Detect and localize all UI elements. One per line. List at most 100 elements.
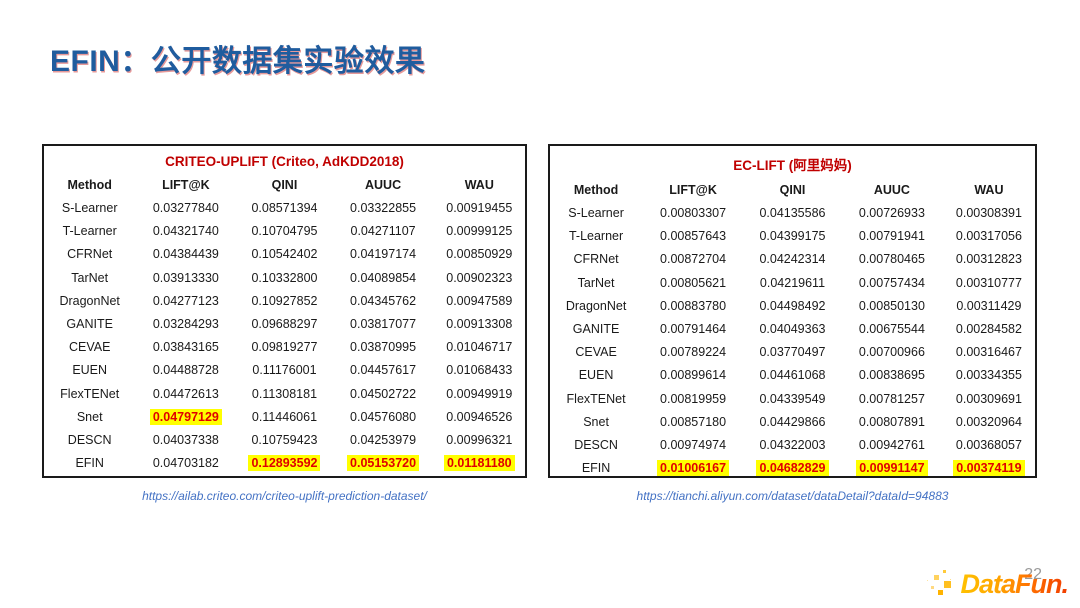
value-cell: 0.11446061 — [251, 409, 318, 424]
value-cell: 0.10759423 — [251, 432, 318, 447]
method-cell: EUEN — [578, 368, 614, 383]
value-cell: 0.04049363 — [759, 322, 826, 337]
table-row: GANITE 0.03284293 0.09688297 0.03817077 0.00… — [44, 313, 525, 336]
value-cell: 0.04271107 — [350, 224, 416, 239]
method-cell: S-Learner — [61, 201, 118, 216]
table-row: S-Learner 0.00803307 0.04135586 0.00726933 0… — [550, 202, 1035, 225]
column-header-auuc: AUUC — [365, 178, 402, 192]
table-row: DragonNet 0.00883780 0.04498492 0.00850130 0… — [550, 295, 1035, 318]
value-cell: 0.03277840 — [152, 201, 219, 216]
value-cell: 0.01068433 — [446, 363, 513, 378]
value-cell: 0.04345762 — [350, 293, 417, 308]
value-cell: 0.00883780 — [660, 298, 727, 313]
results-table: Method LIFT@K QINI AUUC WAU S-Learner 0.03277… — [44, 174, 525, 475]
highlighted-value: 0.04797129 — [149, 408, 222, 425]
highlighted-value: 0.01006167 — [657, 460, 730, 477]
value-cell: 0.03817077 — [350, 317, 417, 332]
logo-pixels-icon — [928, 567, 960, 597]
value-cell: 0.04576080 — [350, 409, 417, 424]
value-cell: 0.00791941 — [858, 229, 925, 244]
value-cell: 0.00789224 — [660, 345, 727, 360]
method-cell: DragonNet — [565, 298, 627, 313]
value-cell: 0.03913330 — [152, 270, 219, 285]
value-cell: 0.03770497 — [759, 345, 826, 360]
table-row: DESCN 0.00974974 0.04322003 0.00942761 0.003… — [550, 434, 1035, 457]
value-cell: 0.10927852 — [251, 293, 318, 308]
value-cell: 0.11176001 — [252, 363, 317, 378]
value-cell: 0.00368057 — [955, 437, 1022, 452]
page-title: EFIN：公开数据集实验效果 — [50, 45, 426, 78]
value-cell: 0.00999125 — [446, 224, 513, 239]
value-cell: 0.00334355 — [955, 368, 1022, 383]
table-row: Snet 0.00857180 0.04429866 0.00807891 0.0032… — [550, 411, 1035, 434]
dataset-title: EC-LIFT (阿里妈妈) — [733, 158, 852, 173]
value-cell: 0.01046717 — [446, 340, 513, 355]
value-cell: 0.00850929 — [446, 247, 513, 262]
value-cell: 0.00311429 — [956, 298, 1022, 313]
value-cell: 0.00819959 — [660, 391, 727, 406]
value-cell: 0.00996321 — [446, 432, 513, 447]
value-cell: 0.00320964 — [955, 414, 1022, 429]
value-cell: 0.00757434 — [858, 275, 925, 290]
highlighted-value: 0.05153720 — [347, 455, 420, 472]
value-cell: 0.00317056 — [955, 229, 1022, 244]
value-cell: 0.01006167 — [642, 457, 744, 480]
value-cell: 0.04135586 — [759, 206, 826, 221]
value-cell: 0.00807891 — [858, 414, 925, 429]
table-row: T-Learner 0.00857643 0.04399175 0.00791941 0… — [550, 225, 1035, 248]
method-cell: FlexTENet — [60, 386, 120, 401]
value-cell: 0.04461068 — [759, 368, 826, 383]
value-cell: 0.00899614 — [660, 368, 727, 383]
value-cell: 0.12893592 — [236, 452, 332, 475]
eclift-source-url[interactable]: https://tianchi.aliyun.com/dataset/dataD… — [636, 489, 949, 503]
value-cell: 0.00850130 — [858, 298, 925, 313]
value-cell: 0.00805621 — [660, 275, 727, 290]
table-row: EFIN 0.04703182 0.12893592 0.05153720 0.0118… — [44, 452, 525, 475]
table-row: S-Learner 0.03277840 0.08571394 0.03322855 0… — [44, 197, 525, 220]
column-header-liftk: LIFT@K — [669, 183, 717, 197]
value-cell: 0.03843165 — [152, 340, 219, 355]
method-cell: DESCN — [574, 437, 618, 452]
method-cell: EUEN — [72, 363, 108, 378]
datafun-logo-text: DataFun. — [960, 569, 1069, 599]
value-cell: 0.00726933 — [858, 206, 925, 221]
value-cell: 0.04498492 — [759, 298, 826, 313]
table-row: T-Learner 0.04321740 0.10704795 0.04271107 0… — [44, 220, 525, 243]
value-cell: 0.00374119 — [943, 457, 1035, 480]
value-cell: 0.04339549 — [759, 391, 826, 406]
value-cell: 0.04037338 — [152, 432, 219, 447]
table-row: DragonNet 0.04277123 0.10927852 0.04345762 0… — [44, 290, 525, 313]
page-number: 22 — [1024, 566, 1042, 584]
header-row: Method LIFT@K QINI AUUC WAU — [550, 179, 1035, 202]
method-cell: Snet — [583, 414, 609, 429]
value-cell: 0.00942761 — [858, 437, 925, 452]
value-cell: 0.04197174 — [350, 247, 417, 262]
value-cell: 0.04703182 — [152, 456, 219, 471]
value-cell: 0.00803307 — [660, 206, 727, 221]
value-cell: 0.09688297 — [251, 317, 318, 332]
value-cell: 0.00913308 — [446, 317, 513, 332]
value-cell: 0.04502722 — [350, 386, 417, 401]
value-cell: 0.04682829 — [744, 457, 841, 480]
method-cell: T-Learner — [568, 229, 624, 244]
value-cell: 0.00838695 — [858, 368, 925, 383]
method-cell: TarNet — [71, 270, 109, 285]
value-cell: 0.03284293 — [152, 317, 219, 332]
table-row: CEVAE 0.03843165 0.09819277 0.03870995 0.010… — [44, 336, 525, 359]
value-cell: 0.03322855 — [350, 201, 417, 216]
value-cell: 0.00309691 — [955, 391, 1022, 406]
highlighted-value: 0.00991147 — [856, 460, 928, 477]
value-cell: 0.04242314 — [759, 252, 826, 267]
value-cell: 0.08571394 — [251, 201, 318, 216]
value-cell: 0.11308181 — [251, 386, 318, 401]
criteo-source-url[interactable]: https://ailab.criteo.com/criteo-uplift-p… — [142, 489, 427, 503]
datafun-logo: DataFun. — [928, 567, 1069, 600]
value-cell: 0.00919455 — [446, 201, 513, 216]
value-cell: 0.00781257 — [858, 391, 925, 406]
table-row: DESCN 0.04037338 0.10759423 0.04253979 0.009… — [44, 429, 525, 452]
table-row: GANITE 0.00791464 0.04049363 0.00675544 0.00… — [550, 318, 1035, 341]
value-cell: 0.04219611 — [759, 275, 826, 290]
value-cell: 0.04399175 — [759, 229, 826, 244]
criteo-table-panel: CRITEO-UPLIFT (Criteo, AdKDD2018) Method… — [42, 144, 527, 478]
